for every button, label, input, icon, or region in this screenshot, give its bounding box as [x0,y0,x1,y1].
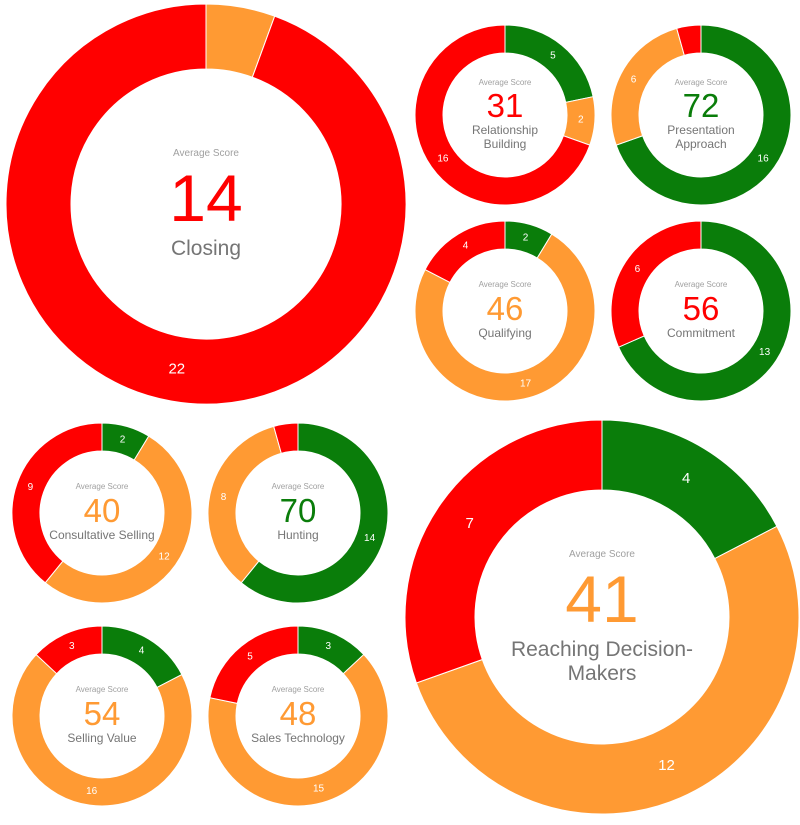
donut-chart-commitment: 13 6 Average Score 56 Commitment [610,220,792,402]
slice-value-label: 4 [139,646,145,657]
slice-orange [414,233,596,402]
slice-value-label: 13 [759,347,771,358]
slice-value-label: 6 [631,75,637,86]
slice-value-label: 4 [463,241,469,252]
slice-red [414,24,591,206]
slice-orange [415,525,800,815]
slice-red [424,220,506,284]
slice-value-label: 16 [758,153,770,164]
slice-value-label: 6 [635,264,641,275]
donut-svg: 22 [5,3,407,405]
donut-svg: 13 6 [610,220,792,402]
donut-chart-qualifying: 2 17 4 Average Score 46 Qualifying [414,220,596,402]
slice-red [273,422,299,454]
donut-svg: 2 17 4 [414,220,596,402]
slice-orange [610,27,685,146]
slice-green [615,24,792,206]
slice-value-label: 5 [247,652,253,663]
donut-svg: 14 8 [207,422,389,604]
slice-orange [207,653,389,807]
donut-chart-selling-value: 4 16 3 Average Score 54 Selling Value [11,625,193,807]
slice-red [676,24,702,56]
donut-svg: 2 12 9 [11,422,193,604]
slice-red [610,220,702,348]
slice-red [404,419,603,684]
donut-chart-hunting: 14 8 Average Score 70 Hunting [207,422,389,604]
slice-red [5,3,407,405]
slice-value-label: 16 [437,153,449,164]
donut-svg: 3 15 5 [207,625,389,807]
slice-value-label: 16 [86,786,98,797]
donut-svg: 5 2 16 [414,24,596,206]
slice-green [240,422,389,604]
slice-green [504,24,594,103]
donut-chart-relationship-building: 5 2 16 Average Score 31 Relationship Building [414,24,596,206]
donut-chart-reaching-decision-makers: 4 12 7 Average Score 41 Reaching Decision-Mak… [404,419,800,815]
slice-orange [11,653,193,807]
donut-svg: 4 16 3 [11,625,193,807]
slice-green [601,419,778,560]
slice-value-label: 5 [550,51,556,62]
slice-value-label: 14 [364,533,376,544]
slice-value-label: 8 [221,492,227,503]
donut-svg: 4 12 7 [404,419,800,815]
slice-value-label: 9 [28,482,34,493]
slice-value-label: 15 [313,784,325,795]
donut-chart-closing: 22 Average Score 14 Closing [5,3,407,405]
slice-value-label: 4 [682,470,690,487]
slice-value-label: 3 [69,641,75,652]
slice-red [209,625,299,704]
slice-value-label: 2 [578,115,584,126]
donut-svg: 16 6 [610,24,792,206]
slice-orange [207,425,282,584]
slice-red [35,625,103,675]
slice-value-label: 22 [168,360,185,377]
slice-red [11,422,103,584]
slice-green [617,220,792,402]
donut-chart-presentation-approach: 16 6 Average Score 72 Presentation Approach [610,24,792,206]
slice-green [101,625,183,689]
donut-chart-sales-technology: 3 15 5 Average Score 48 Sales Technology [207,625,389,807]
slice-value-label: 7 [465,515,473,532]
donut-chart-consultative-selling: 2 12 9 Average Score 40 Consultative Selling [11,422,193,604]
slice-value-label: 12 [159,551,171,562]
slice-value-label: 3 [325,641,331,652]
slice-orange [44,435,193,604]
slice-value-label: 2 [523,232,529,243]
slice-value-label: 17 [520,379,532,390]
slice-value-label: 12 [658,757,675,774]
slice-value-label: 2 [120,434,126,445]
